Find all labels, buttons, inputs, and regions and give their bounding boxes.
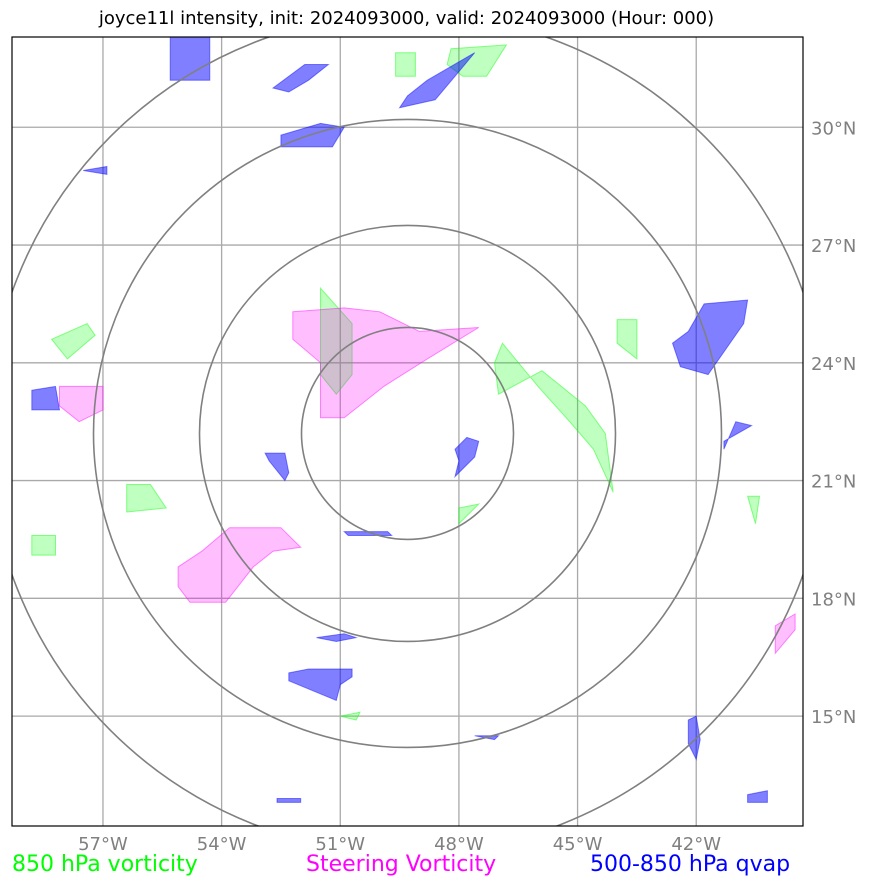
contour-region [687, 715, 701, 761]
contour-region [50, 322, 96, 360]
contour-region [126, 484, 168, 513]
contour-region [177, 527, 302, 603]
contour-region [320, 286, 353, 395]
range-ring [92, 118, 723, 749]
legend-steering-vorticity: Steering Vorticity [306, 852, 497, 877]
y-tick-label: 24°N [811, 354, 856, 375]
x-tick-label: 51°W [315, 834, 365, 855]
x-tick-label: 54°W [197, 834, 247, 855]
y-tick-label: 15°N [811, 707, 856, 728]
y-tick-label: 30°N [811, 118, 856, 139]
contour-region [747, 790, 768, 803]
contour-region [31, 385, 61, 411]
series-500-850-hpa-qvap [31, 37, 768, 803]
range-ring [198, 224, 617, 643]
range-ring [12, 37, 803, 826]
range-rings [12, 37, 803, 826]
contour-region [454, 436, 480, 479]
x-tick-label: 42°W [671, 834, 721, 855]
contour-region [342, 531, 393, 536]
plot-frame [11, 36, 804, 827]
contour-region [398, 52, 476, 109]
contour-region [774, 613, 796, 655]
contour-region [340, 711, 361, 721]
legend-850-vorticity: 850 hPa vorticity [12, 852, 198, 877]
contour-region [458, 503, 481, 525]
contour-region [671, 299, 749, 376]
contour-region [83, 165, 108, 175]
y-tick-label: 27°N [811, 236, 856, 257]
legend-qvap: 500-850 hPa qvap [590, 852, 791, 877]
series-850-hpa-vorticity [31, 44, 761, 721]
x-tick-label: 57°W [78, 834, 128, 855]
series-steering-vorticity [59, 307, 796, 655]
contour-region [746, 495, 761, 524]
contour-region [395, 52, 416, 77]
contour-region [316, 633, 359, 643]
contour-region [31, 535, 56, 556]
x-tick-label: 45°W [553, 834, 603, 855]
y-tick-label: 21°N [811, 472, 856, 493]
x-tick-label: 48°W [434, 834, 484, 855]
contour-region [264, 452, 290, 482]
gridlines [12, 37, 803, 826]
y-tick-label: 18°N [811, 589, 856, 610]
contour-region [493, 342, 614, 493]
axis-tick-labels: 57°W 54°W 51°W 48°W 45°W 42°W 15°N 18°N 21°N 24°N… [78, 118, 856, 855]
contour-region [59, 385, 104, 423]
contour-region [292, 307, 479, 419]
contour-fills [31, 37, 796, 803]
contour-region [723, 421, 753, 450]
contour-region [446, 44, 508, 77]
plot-title: joyce11l intensity, init: 2024093000, va… [98, 8, 715, 29]
contour-region [271, 64, 330, 93]
contour-region [169, 37, 211, 81]
range-ring [300, 326, 515, 541]
contour-region [276, 798, 302, 803]
contour-region [616, 319, 638, 360]
contour-region [288, 668, 353, 702]
